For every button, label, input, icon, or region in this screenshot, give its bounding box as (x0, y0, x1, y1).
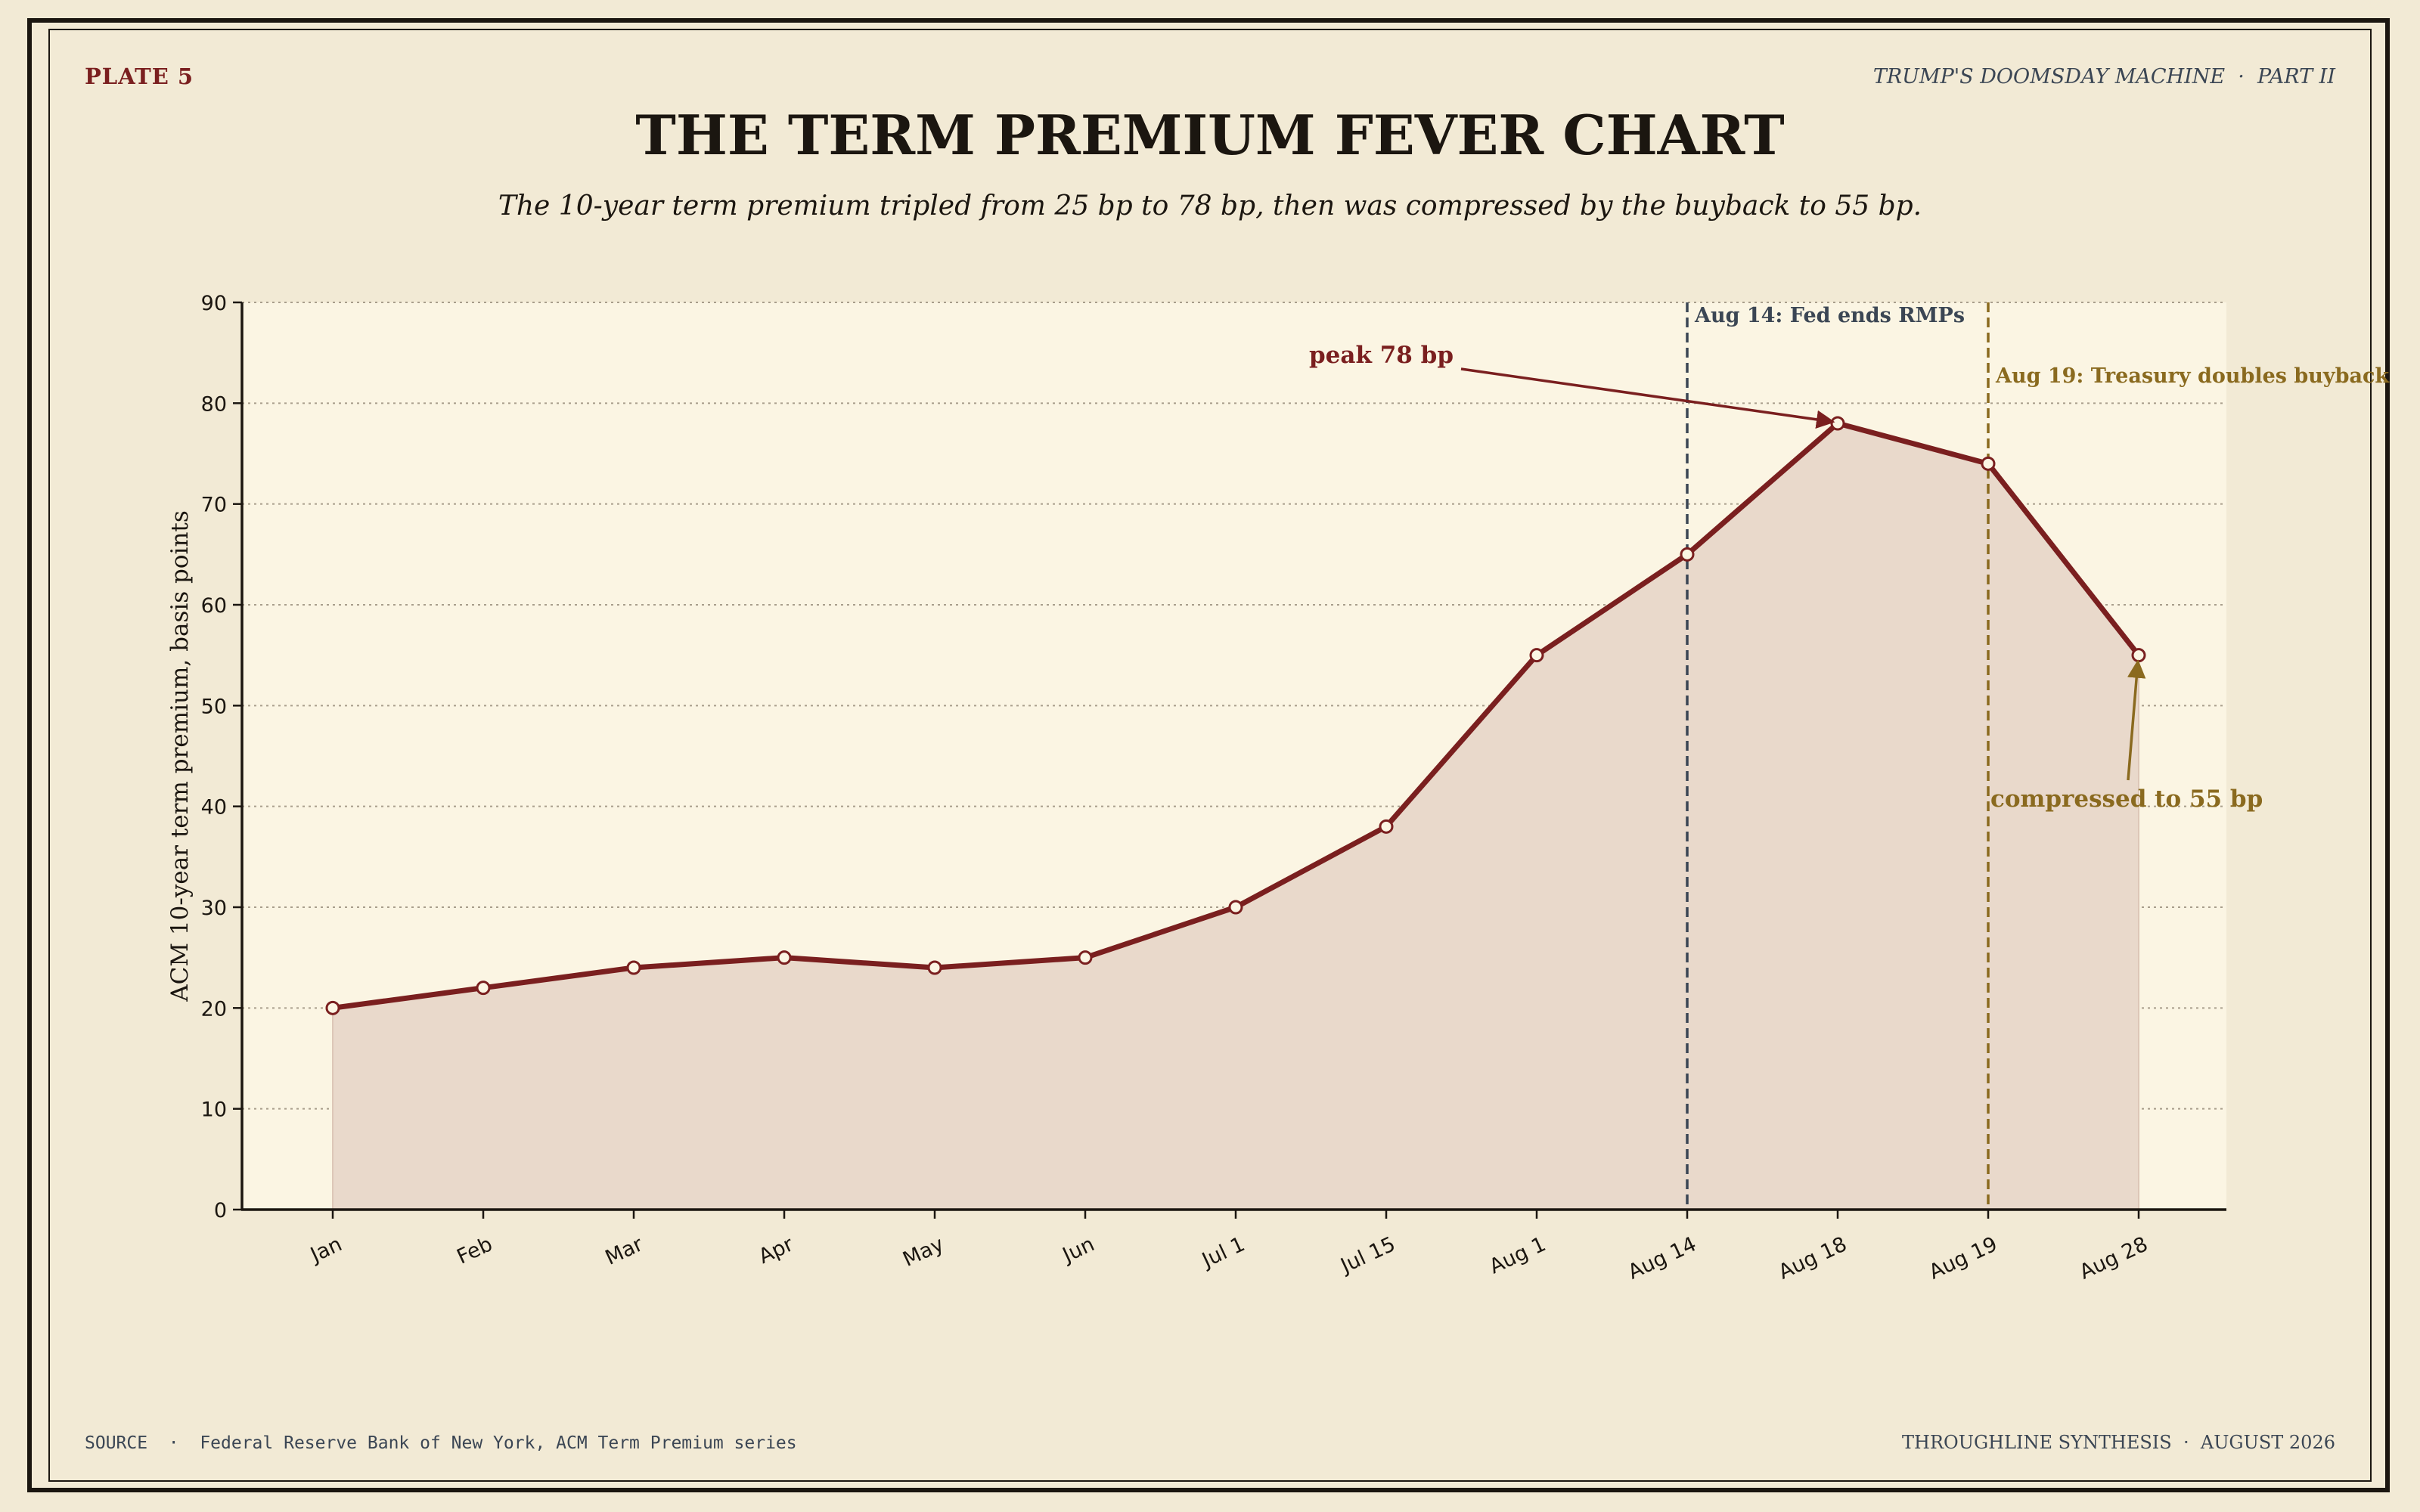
x-tick-label: Aug 14 (1624, 1232, 1700, 1284)
y-tick-label: 20 (201, 997, 227, 1021)
data-point (1830, 416, 1845, 431)
data-point (927, 960, 942, 975)
x-tick-label: Mar (602, 1232, 647, 1270)
x-tick-label: Aug 1 (1486, 1232, 1550, 1278)
plate-label: PLATE 5 (85, 64, 194, 89)
data-point (1981, 456, 1996, 471)
chart-title: THE TERM PREMIUM FEVER CHART (635, 103, 1785, 167)
source-note: SOURCE · Federal Reserve Bank of New Yor… (85, 1433, 797, 1453)
data-point (1078, 950, 1093, 965)
data-point (1529, 648, 1544, 663)
event-label-treasury: Aug 19: Treasury doubles buyback (1995, 364, 2390, 388)
y-tick-label: 10 (201, 1098, 227, 1122)
data-point (1379, 819, 1394, 834)
x-tick-label: Jan (306, 1232, 346, 1268)
y-tick-label: 50 (201, 695, 227, 718)
y-tick-label: 40 (201, 796, 227, 820)
y-tick-label: 70 (201, 494, 227, 517)
x-tick-label: Feb (454, 1232, 496, 1269)
x-tick-label: Apr (755, 1232, 798, 1269)
y-tick-label: 0 (214, 1199, 227, 1222)
annotations: Aug 14: Fed ends RMPs Aug 19: Treasury do… (1309, 304, 2390, 813)
y-tick-label: 60 (201, 594, 227, 618)
data-point (2131, 648, 2146, 663)
x-tick-label: Aug 19 (1925, 1232, 2001, 1284)
data-point (325, 1000, 340, 1015)
event-lines (1686, 302, 1990, 1210)
y-tick-label: 90 (201, 292, 227, 315)
outer-frame (27, 18, 2390, 1492)
data-point (1680, 547, 1695, 562)
inner-frame (48, 29, 2372, 1482)
x-tick-label: Aug 18 (1775, 1232, 1851, 1284)
peak-annotation-arrow (1460, 367, 1835, 429)
data-point (476, 981, 491, 996)
compressed-annotation-label: compressed to 55 bp (1990, 785, 2263, 813)
compressed-annotation-arrow (2127, 659, 2146, 781)
y-tick-label: 80 (201, 392, 227, 416)
data-point (777, 950, 792, 965)
event-label-fed: Aug 14: Fed ends RMPs (1694, 304, 1965, 327)
data-points (325, 416, 2146, 1015)
y-tick-label: 30 (201, 897, 227, 920)
series-label: TRUMP'S DOOMSDAY MACHINE · PART II (1872, 65, 2335, 88)
x-tick-label: Jun (1058, 1232, 1098, 1268)
chart-subtitle: The 10-year term premium tripled from 25… (498, 191, 1922, 222)
peak-annotation-label: peak 78 bp (1309, 342, 1454, 369)
x-tick-label: Jul 1 (1197, 1232, 1249, 1273)
credit-note: THROUGHLINE SYNTHESIS · AUGUST 2026 (1902, 1432, 2335, 1453)
x-tick-label: Aug 28 (2076, 1232, 2152, 1284)
y-axis-label: ACM 10-year term premium, basis points (166, 510, 194, 1002)
x-tick-label: Jul 15 (1336, 1232, 1399, 1278)
x-tick-label: May (899, 1232, 948, 1272)
data-point (1228, 900, 1243, 915)
data-point (626, 960, 641, 975)
